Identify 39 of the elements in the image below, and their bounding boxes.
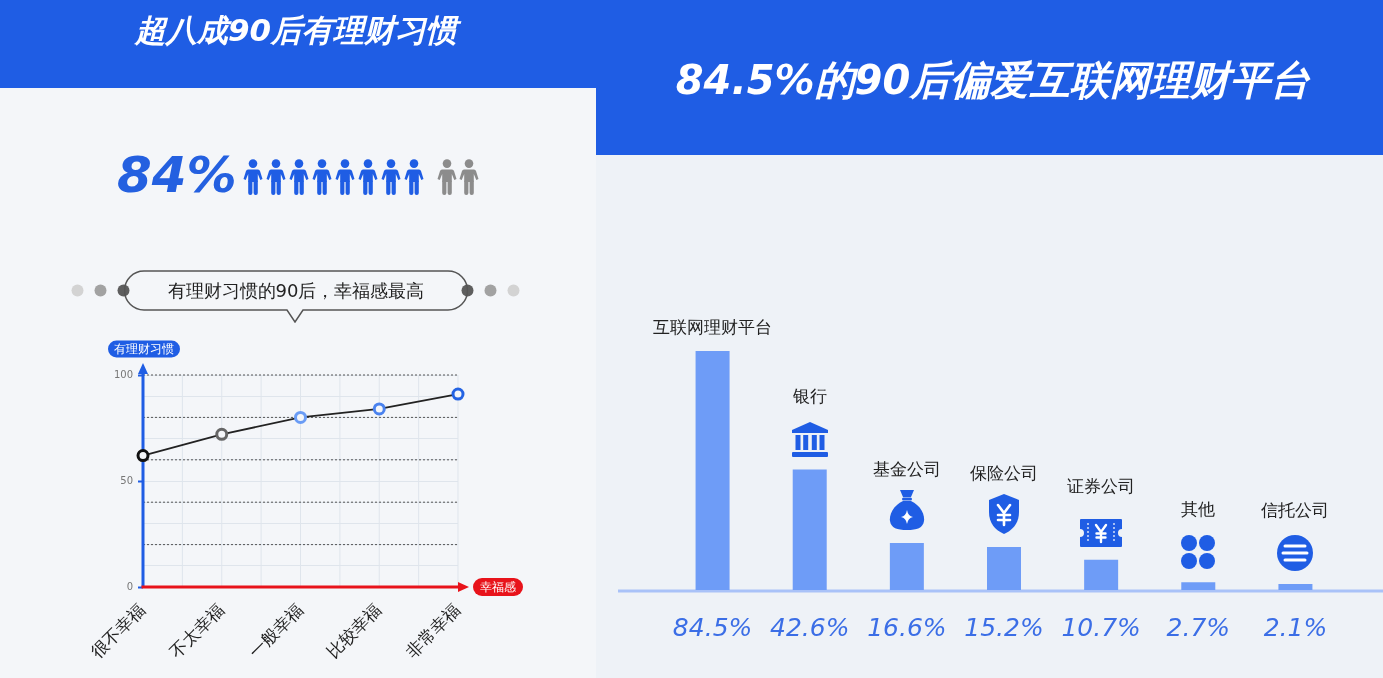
data-label: 42.6%: [770, 612, 850, 642]
data-label: 2.7%: [1166, 612, 1231, 642]
x-tick-label: 比较幸福: [322, 600, 386, 663]
x-tick-label: 基金公司: [872, 459, 941, 480]
bar: [987, 547, 1021, 590]
data-label: 16.6%: [867, 612, 947, 642]
x-tick-label: 保险公司: [970, 463, 1038, 484]
x-tick-label: 不太幸福: [165, 600, 228, 663]
bar: [695, 351, 730, 590]
x-tick-label: 信托公司: [1261, 500, 1330, 521]
data-label: 84.5%: [672, 612, 753, 642]
x-tick-label: 很不幸福: [86, 600, 149, 663]
x-tick-label: 其他: [1181, 498, 1216, 519]
data-label: 10.7%: [1061, 612, 1141, 642]
point: [136, 449, 150, 463]
data-label: 2.1%: [1263, 612, 1328, 642]
y-tick-label: 100: [113, 368, 133, 380]
chart-title: 84.5%的90后偏爱互联网理财平台: [675, 57, 1311, 103]
y-tick-label: 50: [120, 474, 133, 486]
y-axis-title: 有理财习惯: [114, 341, 174, 356]
chart-subtitle: 有理财习惯的90后，幸福感最高: [167, 280, 425, 302]
point: [294, 410, 307, 424]
x-tick-label: 证券公司: [1067, 476, 1136, 497]
bar: [1181, 582, 1216, 590]
bar: [1278, 584, 1313, 590]
x-axis-title: 幸福感: [480, 579, 516, 594]
x-tick-label: 非常幸福: [401, 600, 464, 663]
y-tick-label: 0: [126, 580, 133, 592]
text: 84%: [117, 146, 237, 204]
bar: [1084, 559, 1119, 590]
point: [215, 427, 229, 441]
point: [451, 387, 465, 401]
bar: [889, 543, 924, 590]
point: [372, 402, 386, 416]
x-tick-label: 互联网理财平台: [653, 317, 773, 338]
x-tick-label: 银行: [791, 385, 827, 406]
data-label: 15.2%: [964, 612, 1044, 642]
x-tick-label: 一般幸福: [244, 600, 307, 663]
bar: [792, 469, 827, 590]
